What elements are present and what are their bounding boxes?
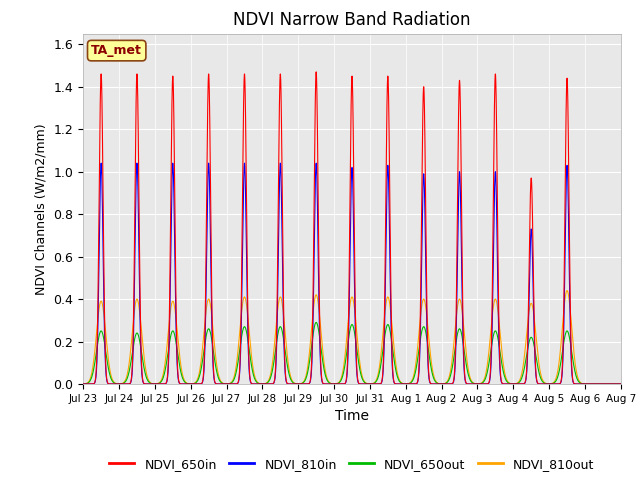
Y-axis label: NDVI Channels (W/m2/mm): NDVI Channels (W/m2/mm): [35, 123, 48, 295]
X-axis label: Time: Time: [335, 409, 369, 423]
Legend: NDVI_650in, NDVI_810in, NDVI_650out, NDVI_810out: NDVI_650in, NDVI_810in, NDVI_650out, NDV…: [104, 453, 600, 476]
Title: NDVI Narrow Band Radiation: NDVI Narrow Band Radiation: [233, 11, 471, 29]
Text: TA_met: TA_met: [92, 44, 142, 57]
